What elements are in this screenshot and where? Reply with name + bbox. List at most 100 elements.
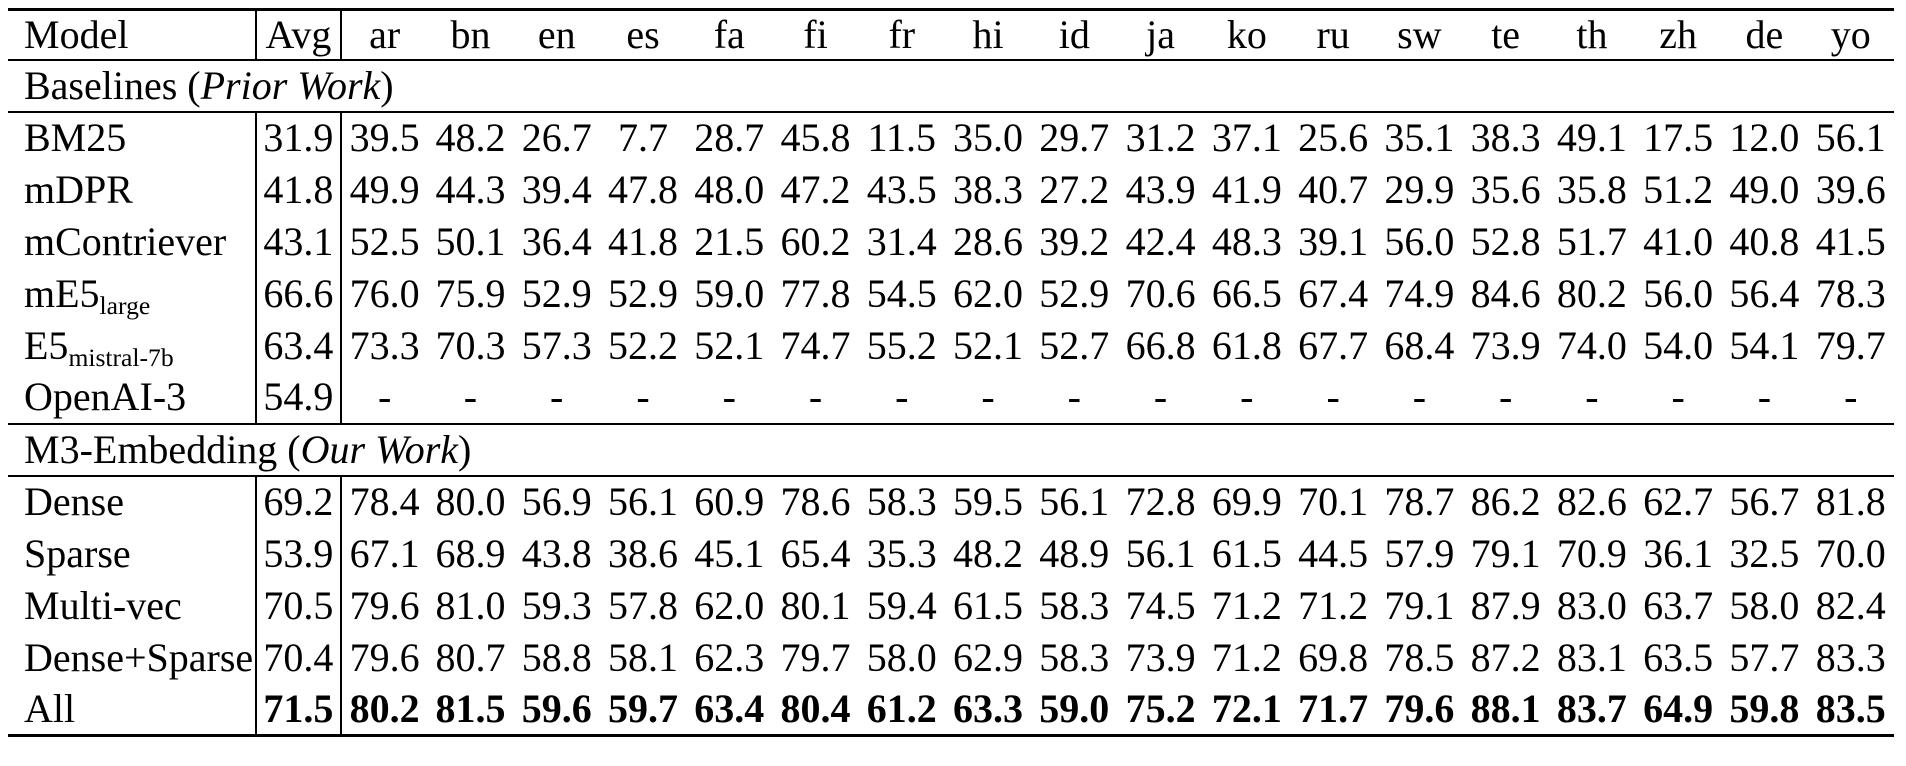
value-cell: 21.5 bbox=[694, 218, 765, 264]
value-cell: 47.8 bbox=[607, 166, 678, 212]
model-name: mContriever bbox=[24, 218, 227, 264]
value-cell: 83.5 bbox=[1815, 685, 1886, 731]
value-cell: 56.1 bbox=[1815, 115, 1886, 160]
header-lang-en: en bbox=[537, 11, 576, 57]
value-cell: 39.2 bbox=[1039, 218, 1110, 264]
header-lang-fi: fi bbox=[803, 11, 828, 57]
value-cell: 71.7 bbox=[1298, 685, 1369, 731]
value-cell: 81.5 bbox=[435, 685, 506, 731]
value-cell: 81.0 bbox=[435, 582, 506, 628]
value-cell: 35.0 bbox=[953, 115, 1024, 160]
value-cell: 62.3 bbox=[694, 634, 765, 680]
avg-value: 63.4 bbox=[255, 319, 343, 372]
caption-title: Multi-lingual retrieval performance on t… bbox=[271, 760, 1326, 766]
value-cell: 70.3 bbox=[435, 322, 506, 368]
caption-suffix: (measured by nDCG@10). bbox=[1326, 760, 1778, 766]
value-cell: - bbox=[1067, 374, 1081, 419]
section-post: ) bbox=[380, 62, 394, 108]
model-cell: mDPR bbox=[8, 163, 257, 216]
value-cell: 72.8 bbox=[1125, 479, 1196, 524]
value-cell: 56.0 bbox=[1384, 218, 1455, 264]
value-cell: 39.5 bbox=[349, 115, 420, 160]
value-cell: 52.1 bbox=[694, 322, 765, 368]
page: Model Avg ar bn en es fa fi fr hi id ja ko ru sw te th… bbox=[0, 8, 1906, 766]
value-cell: 58.1 bbox=[607, 634, 678, 680]
value-cell: 82.4 bbox=[1815, 582, 1886, 628]
value-cell: - bbox=[378, 374, 392, 419]
value-cell: 88.1 bbox=[1470, 685, 1541, 731]
header-lang-fa: fa bbox=[713, 11, 745, 57]
value-cell: 74.5 bbox=[1125, 582, 1196, 628]
value-cell: 38.6 bbox=[607, 530, 678, 576]
value-cell: 48.9 bbox=[1039, 530, 1110, 576]
value-cell: 67.4 bbox=[1298, 270, 1369, 316]
value-cell: 78.7 bbox=[1384, 479, 1455, 524]
value-cell: 78.3 bbox=[1815, 270, 1886, 316]
value-cell: - bbox=[1412, 374, 1427, 419]
header-lang-bn: bn bbox=[450, 11, 491, 57]
value-cell: 51.7 bbox=[1556, 218, 1627, 264]
header-lang-th: th bbox=[1576, 11, 1608, 57]
value-cell: 80.1 bbox=[780, 582, 851, 628]
value-cell: 41.9 bbox=[1211, 166, 1282, 212]
value-cell: 73.9 bbox=[1125, 634, 1196, 680]
table-row: E5mistral-7b 63.4 73.3 70.3 57.3 52.2 52.1 74… bbox=[8, 319, 1894, 372]
value-cell: 56.1 bbox=[1039, 479, 1110, 524]
value-cell: 40.7 bbox=[1298, 166, 1369, 212]
table-header: Model Avg ar bn en es fa fi fr hi id ja ko ru sw te th… bbox=[8, 9, 1894, 60]
value-cell: 44.5 bbox=[1298, 530, 1369, 576]
value-cell: 73.9 bbox=[1470, 322, 1541, 368]
header-lang-hi: hi bbox=[972, 11, 1004, 57]
value-cell: 69.9 bbox=[1211, 479, 1282, 524]
value-cell: 62.0 bbox=[953, 270, 1024, 316]
value-cell: 71.2 bbox=[1211, 634, 1282, 680]
value-cell: 45.8 bbox=[780, 115, 851, 160]
header-lang-ko: ko bbox=[1226, 11, 1267, 57]
value-cell: 83.3 bbox=[1815, 634, 1886, 680]
avg-value: 70.5 bbox=[255, 579, 343, 632]
value-cell: 72.1 bbox=[1211, 685, 1282, 731]
value-cell: 67.7 bbox=[1298, 322, 1369, 368]
value-cell: 43.5 bbox=[866, 166, 937, 212]
value-cell: 79.6 bbox=[349, 582, 420, 628]
model-cell: BM25 bbox=[8, 111, 257, 164]
table-row: mE5large 66.6 76.0 75.9 52.9 52.9 59.0 77.8 54… bbox=[8, 267, 1894, 320]
value-cell: 45.1 bbox=[694, 530, 765, 576]
value-cell: 74.9 bbox=[1384, 270, 1455, 316]
value-cell: 70.6 bbox=[1125, 270, 1196, 316]
value-cell: - bbox=[1498, 374, 1513, 419]
value-cell: 54.1 bbox=[1729, 322, 1800, 368]
value-cell: 79.1 bbox=[1384, 582, 1455, 628]
value-cell: 49.1 bbox=[1556, 115, 1627, 160]
value-cell: 59.3 bbox=[521, 582, 592, 628]
value-cell: 64.9 bbox=[1643, 685, 1714, 731]
value-cell: 49.0 bbox=[1729, 166, 1800, 212]
header-lang-es: es bbox=[626, 11, 660, 57]
value-cell: 71.2 bbox=[1211, 582, 1282, 628]
header-lang-de: de bbox=[1745, 11, 1784, 57]
value-cell: 79.7 bbox=[780, 634, 851, 680]
value-cell: 37.1 bbox=[1211, 115, 1282, 160]
value-cell: 54.0 bbox=[1643, 322, 1714, 368]
value-cell: 61.5 bbox=[1211, 530, 1282, 576]
value-cell: 68.4 bbox=[1384, 322, 1455, 368]
header-lang-id: id bbox=[1058, 11, 1090, 57]
value-cell: 70.0 bbox=[1815, 530, 1886, 576]
table-row: All 71.5 80.2 81.5 59.6 59.7 63.4 80.4 61.2 63.… bbox=[8, 683, 1894, 736]
value-cell: 43.8 bbox=[521, 530, 592, 576]
value-cell: 48.2 bbox=[953, 530, 1024, 576]
section-pre: Baselines ( bbox=[24, 62, 201, 108]
value-cell: 52.8 bbox=[1470, 218, 1541, 264]
table-row: Multi-vec 70.5 79.6 81.0 59.3 57.8 62.0 80.1 5… bbox=[8, 579, 1894, 632]
value-cell: 39.6 bbox=[1815, 166, 1886, 212]
value-cell: 59.0 bbox=[1039, 685, 1110, 731]
value-cell: 61.2 bbox=[866, 685, 937, 731]
value-cell: 44.3 bbox=[435, 166, 506, 212]
avg-value: 70.4 bbox=[255, 631, 343, 684]
value-cell: 79.6 bbox=[1384, 685, 1455, 731]
value-cell: 57.9 bbox=[1384, 530, 1455, 576]
value-cell: 58.3 bbox=[1039, 634, 1110, 680]
avg-value: 69.2 bbox=[255, 475, 343, 528]
value-cell: 59.5 bbox=[953, 479, 1024, 524]
section-label: M3-Embedding (Our Work) bbox=[8, 424, 1894, 476]
